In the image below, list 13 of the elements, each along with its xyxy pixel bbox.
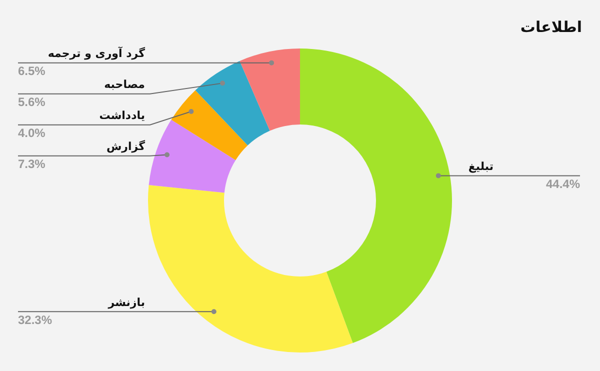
slice-label: تبلیغ	[468, 160, 494, 174]
slice-label: یادداشت	[99, 109, 145, 122]
slice-label: گرد آوری و ترجمه	[48, 46, 146, 60]
data-label: 44.4%	[546, 177, 580, 192]
data-label: 7.3%	[18, 157, 46, 172]
data-label: 32.3%	[18, 312, 52, 327]
slice-label: گزارش	[106, 140, 146, 154]
slice-label: بازنشر	[107, 296, 145, 310]
chart-title: اطلاعات	[520, 18, 582, 36]
data-label: 5.6%	[18, 95, 46, 110]
data-label: 6.5%	[18, 64, 46, 78]
slice-label: مصاحبه	[104, 78, 145, 92]
data-label: 4.0%	[18, 126, 46, 140]
